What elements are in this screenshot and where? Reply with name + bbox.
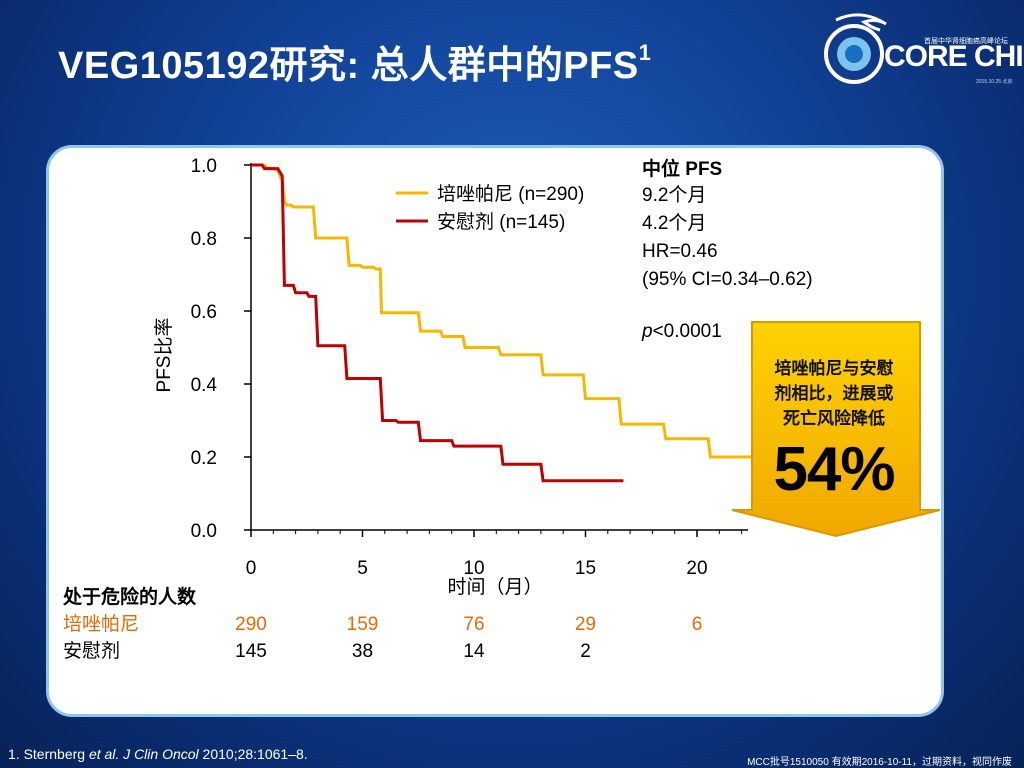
at-risk-value: 76: [463, 614, 484, 635]
slide-title-text: VEG105192研究: 总人群中的PFS: [58, 45, 639, 87]
x-tick-label: 10: [463, 558, 484, 579]
approval-number: MCC批号1510050 有效期2016-10-11，过期资料，视同作废: [747, 757, 1012, 768]
x-tick-label: 20: [686, 558, 707, 579]
y-tick-label: 0.6: [191, 302, 217, 323]
at-risk-header: 处于危险的人数: [62, 585, 197, 608]
x-tick-label: 5: [357, 558, 368, 579]
callout-line-1: 培唑帕尼与安慰: [774, 359, 894, 378]
reference-post: 2010;28:1061–8.: [198, 746, 308, 762]
slide-title: VEG105192研究: 总人群中的PFS1: [58, 34, 651, 89]
pazopanib-curve: [251, 163, 753, 459]
median-pazopanib: 9.2个月: [642, 184, 706, 206]
x-axis-title: 时间（月）: [447, 576, 542, 598]
chart-labels: 0.00.20.40.60.81.00 5 10 15 20时间（月）PFS比率培唑帕尼…: [62, 156, 813, 662]
x-tick-label: 15: [575, 558, 596, 579]
at-risk-value: 29: [575, 614, 596, 635]
logo-date: 2015.10.25 北京: [976, 79, 1013, 85]
x-tick-label: 0: [246, 558, 257, 579]
p-symbol: p: [641, 321, 653, 342]
arrow-callout: [731, 321, 941, 538]
title-superscript: 1: [638, 40, 652, 66]
reference-citation: 1. Sternberg et al. J Clin Oncol 2010;28…: [8, 746, 308, 762]
dragon-emblem-icon: [824, 13, 887, 84]
legend-pazopanib-label: 培唑帕尼 (n=290): [437, 183, 584, 205]
callout-text: 培唑帕尼与安慰 剂相比，进展或 死亡风险降低: [748, 356, 920, 431]
y-axis-title: PFS比率: [153, 318, 175, 393]
y-tick-label: 0.2: [191, 448, 217, 469]
y-tick-label: 0.8: [191, 229, 217, 250]
at-risk-value: 2: [580, 641, 591, 662]
logo-core-text: CORE CHINA: [884, 40, 1024, 73]
at-risk-value: 159: [347, 614, 379, 635]
y-tick-label: 0.0: [191, 521, 217, 542]
reference-italic: et al. J Clin Oncol: [88, 746, 199, 762]
p-value: p<0.0001: [641, 321, 722, 342]
at-risk-row-label: 培唑帕尼: [63, 613, 139, 635]
median-pfs-header: 中位 PFS: [642, 157, 722, 180]
callout-line-3: 死亡风险降低: [783, 409, 885, 428]
at-risk-row-label: 安慰剂: [63, 640, 120, 662]
median-placebo: 4.2个月: [642, 212, 706, 234]
legend-placebo-label: 安慰剂 (n=145): [437, 211, 565, 233]
y-tick-label: 0.4: [191, 375, 218, 396]
core-china-logo: CORE CHINA 首届中华肾细胞癌高峰论坛 2015.10.25 北京: [806, 10, 1024, 88]
logo-subtitle: 首届中华肾细胞癌高峰论坛: [924, 38, 1008, 45]
p-threshold: <0.0001: [653, 321, 722, 342]
hazard-ratio: HR=0.46: [642, 241, 718, 262]
chart-series: [251, 163, 753, 483]
callout-line-2: 剂相比，进展或: [774, 384, 894, 403]
at-risk-value: 145: [235, 641, 267, 662]
reference-pre: 1. Sternberg: [8, 746, 89, 762]
y-tick-label: 1.0: [191, 156, 217, 177]
placebo-curve: [251, 163, 624, 483]
risk-reduction-value: 54%: [773, 435, 895, 504]
chart-axes: [244, 163, 748, 537]
at-risk-value: 6: [692, 614, 703, 635]
at-risk-value: 38: [352, 641, 373, 662]
at-risk-value: 14: [463, 641, 485, 662]
at-risk-value: 290: [235, 614, 267, 635]
confidence-interval: (95% CI=0.34–0.62): [642, 269, 813, 290]
